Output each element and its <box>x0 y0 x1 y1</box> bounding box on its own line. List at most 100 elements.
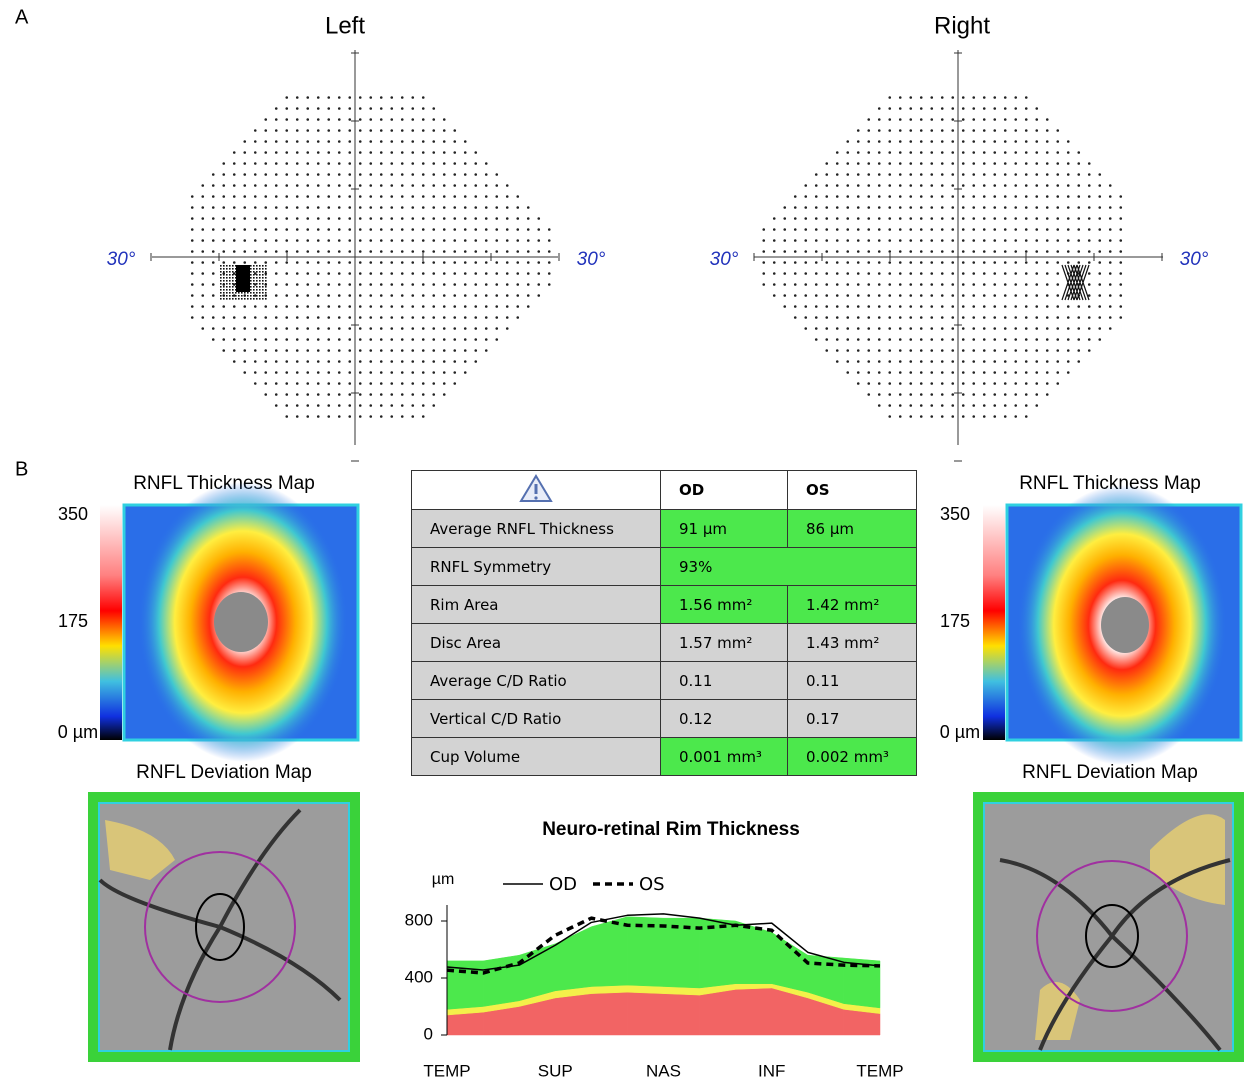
scotoma-dot <box>250 280 252 282</box>
field-dot <box>804 228 807 231</box>
field-dot <box>762 272 765 275</box>
scotoma-dot <box>220 280 222 282</box>
field-dot <box>1025 151 1028 154</box>
field-dot <box>348 261 351 264</box>
field-dot <box>909 327 912 330</box>
field-dot <box>1109 250 1112 253</box>
field-dot <box>338 349 341 352</box>
field-dot <box>464 195 467 198</box>
field-dot <box>317 382 320 385</box>
field-dot <box>920 305 923 308</box>
field-dot <box>275 294 278 297</box>
field-dot <box>783 250 786 253</box>
field-dot <box>1056 382 1059 385</box>
x-tick-label: TEMP <box>423 1061 470 1080</box>
scotoma-dot <box>262 283 264 285</box>
field-dot <box>878 360 881 363</box>
field-dot <box>201 283 204 286</box>
field-dot <box>317 162 320 165</box>
field-dot <box>401 283 404 286</box>
field-dot <box>909 371 912 374</box>
field-dot <box>941 338 944 341</box>
field-dot <box>993 305 996 308</box>
field-dot <box>815 294 818 297</box>
field-dot <box>815 206 818 209</box>
field-dot <box>422 415 425 418</box>
field-dot <box>857 129 860 132</box>
field-dot <box>794 294 797 297</box>
field-dot <box>1098 305 1101 308</box>
field-dot <box>909 415 912 418</box>
scotoma-dot <box>223 274 225 276</box>
field-dot <box>527 228 530 231</box>
field-dot <box>972 272 975 275</box>
field-dot <box>941 404 944 407</box>
field-dot <box>930 129 933 132</box>
field-dot <box>338 195 341 198</box>
field-dot <box>464 250 467 253</box>
field-dot <box>972 404 975 407</box>
field-dot <box>962 415 965 418</box>
field-dot <box>537 294 540 297</box>
field-dot <box>411 327 414 330</box>
field-dot <box>836 349 839 352</box>
field-dot <box>783 294 786 297</box>
scotoma-dot <box>253 292 255 294</box>
field-dot <box>485 272 488 275</box>
cell: 1.43 mm² <box>788 624 917 662</box>
field-dot <box>773 283 776 286</box>
field-dot <box>359 173 362 176</box>
field-dot <box>369 305 372 308</box>
scotoma-dot <box>265 286 267 288</box>
field-dot <box>930 283 933 286</box>
field-dot <box>401 151 404 154</box>
field-dot <box>867 206 870 209</box>
field-dot <box>201 272 204 275</box>
scotoma-dot <box>253 274 255 276</box>
field-dot <box>254 338 257 341</box>
field-dot <box>306 393 309 396</box>
field-dot <box>401 316 404 319</box>
field-dot <box>264 360 267 363</box>
scotoma-dot <box>238 298 240 300</box>
field-dot <box>212 217 215 220</box>
field-dot <box>359 349 362 352</box>
field-dot <box>941 151 944 154</box>
scotoma-dot <box>229 265 231 267</box>
field-dot <box>783 217 786 220</box>
field-dot <box>275 305 278 308</box>
field-dot <box>920 151 923 154</box>
field-dot <box>317 184 320 187</box>
field-dot <box>783 239 786 242</box>
field-dot <box>1025 239 1028 242</box>
field-dot <box>941 283 944 286</box>
field-dot <box>254 184 257 187</box>
field-dot <box>983 338 986 341</box>
scotoma-dot <box>229 289 231 291</box>
row-label: Average C/D Ratio <box>412 662 661 700</box>
field-dot <box>867 272 870 275</box>
field-dot <box>867 327 870 330</box>
field-dot <box>390 393 393 396</box>
field-dot <box>275 327 278 330</box>
field-dot <box>222 228 225 231</box>
field-dot <box>338 316 341 319</box>
field-dot <box>909 393 912 396</box>
field-dot <box>1098 173 1101 176</box>
field-dot <box>1046 206 1049 209</box>
field-dot <box>846 305 849 308</box>
field-dot <box>846 327 849 330</box>
field-dot <box>1077 250 1080 253</box>
field-dot <box>422 118 425 121</box>
field-dot <box>836 206 839 209</box>
field-dot <box>878 107 881 110</box>
field-dot <box>993 382 996 385</box>
field-dot <box>930 118 933 121</box>
field-dot <box>941 316 944 319</box>
field-dot <box>401 261 404 264</box>
field-dot <box>1119 272 1122 275</box>
field-dot <box>264 250 267 253</box>
field-dot <box>275 250 278 253</box>
field-dot <box>306 404 309 407</box>
field-dot <box>920 393 923 396</box>
